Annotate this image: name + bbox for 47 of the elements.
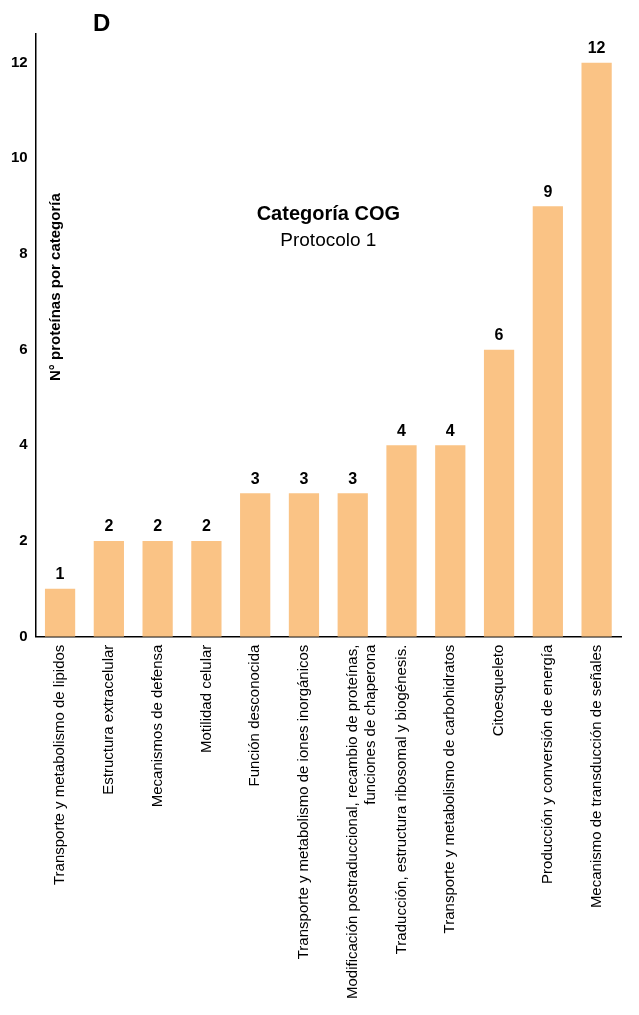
bar — [532, 206, 563, 637]
data-label: 2 — [201, 517, 211, 535]
x-tick-label: Modificación postraduccional, recambio de proteínas, funciones de chaperona — [342, 643, 378, 1000]
x-tick-label: Transporte y metabolismo de lipidos — [50, 644, 68, 886]
data-label: 2 — [153, 517, 163, 535]
data-label: 3 — [348, 469, 358, 487]
x-tick-label: Función desconocida — [245, 643, 263, 787]
text: Protocolo 1 — [280, 229, 377, 251]
x-tick-label: Producción y conversión de energía — [537, 643, 555, 884]
data-label: 6 — [494, 326, 504, 344]
x-tick-label: Traducción, estructura ribosomal y biogénesis. — [391, 644, 409, 955]
bar — [191, 540, 222, 637]
data-label: 12 — [587, 39, 606, 57]
y-tick-label: 12 — [11, 52, 28, 70]
bar — [581, 62, 612, 637]
bar — [93, 540, 124, 637]
data-label: 1 — [55, 565, 65, 583]
bar — [240, 493, 271, 637]
data-label: 3 — [299, 469, 309, 487]
bar — [337, 493, 368, 637]
x-tick-label: Transporte y metabolismo de carbohidratos — [440, 644, 458, 934]
y-axis-title: N° proteínas por categoría — [45, 192, 63, 381]
y-tick-label: 8 — [19, 244, 28, 262]
data-label: 3 — [250, 469, 260, 487]
y-tick-label: 6 — [19, 339, 28, 357]
x-tick-label: Estructura extracelular — [98, 644, 116, 795]
bar — [483, 349, 515, 637]
text: Categoría COG — [256, 202, 401, 225]
data-label: 4 — [397, 421, 407, 439]
bar — [142, 540, 173, 637]
bar — [435, 445, 466, 637]
x-tick-label: Transporte y metabolismo de iones inorgánicos — [294, 644, 312, 960]
y-tick-label: 4 — [19, 435, 29, 453]
x-tick-label: Mecanismo de transducción de señales — [586, 644, 604, 909]
x-tick-label: Motilidad celular — [196, 644, 214, 754]
data-label: 2 — [104, 517, 114, 535]
data-label: 9 — [543, 182, 553, 200]
bar — [288, 493, 320, 637]
y-tick-label: 10 — [11, 148, 28, 166]
bar — [44, 588, 76, 637]
y-tick-label: 0 — [19, 626, 28, 644]
y-tick-label: 2 — [19, 531, 28, 549]
x-tick-label: Mecanismos de defensa — [147, 643, 165, 808]
bar — [386, 445, 417, 637]
annotation: D — [93, 8, 111, 36]
data-label: 4 — [445, 421, 455, 439]
x-tick-label: Citoesqueleto — [489, 644, 507, 737]
